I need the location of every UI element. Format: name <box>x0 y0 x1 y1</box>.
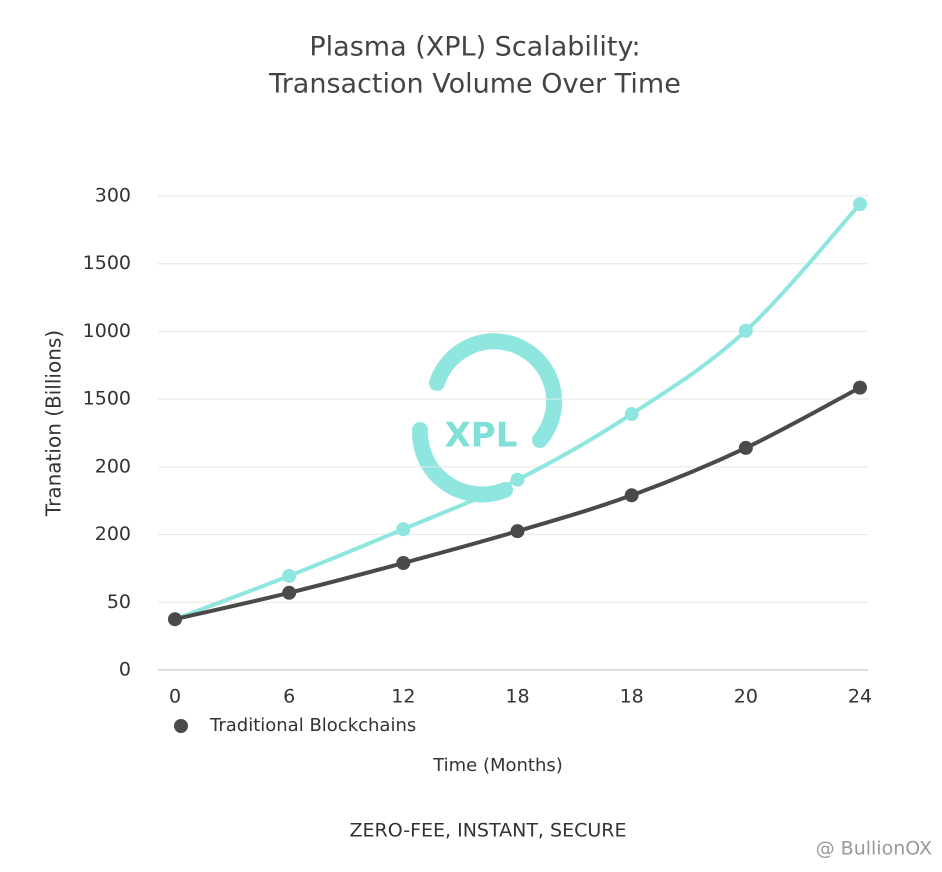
x-tick-label: 18 <box>620 686 644 708</box>
point <box>738 323 753 338</box>
y-axis-label: Tranation (Billions) <box>42 330 66 517</box>
y-tick-label: 1500 <box>83 388 131 410</box>
x-tick-label: 24 <box>848 686 872 708</box>
y-tick-label: 50 <box>107 591 131 613</box>
point <box>510 524 525 539</box>
x-tick-label: 0 <box>169 686 181 708</box>
point <box>282 585 297 600</box>
point <box>624 488 639 503</box>
legend-swatch <box>174 719 188 733</box>
logo-ring <box>429 333 563 448</box>
y-tick-label: 200 <box>95 455 131 477</box>
point <box>396 556 411 571</box>
x-tick-label: 20 <box>734 686 758 708</box>
point <box>510 472 525 487</box>
line <box>174 202 862 622</box>
x-axis-label: Time (Months) <box>432 755 563 776</box>
chart-title: Plasma (XPL) Scalability: <box>309 32 640 63</box>
point <box>853 380 867 395</box>
y-tick-label: 1000 <box>83 320 131 342</box>
watermark: @ BullionOX <box>816 838 932 860</box>
x-tick-label: 6 <box>283 686 295 708</box>
y-tick-label: 300 <box>95 185 131 207</box>
x-tick-label: 18 <box>505 686 529 708</box>
x-tick-label: 12 <box>391 686 415 708</box>
point <box>282 568 297 583</box>
y-tick-label: 1500 <box>83 252 131 274</box>
point <box>396 522 411 537</box>
chart-title: Transaction Volume Over Time <box>268 69 681 100</box>
point <box>624 407 639 422</box>
point <box>738 440 753 455</box>
logo-text: XPL <box>445 416 518 456</box>
point <box>168 612 182 627</box>
y-tick-label: 0 <box>119 659 131 681</box>
y-tick-label: 200 <box>95 523 131 545</box>
tagline: ZERO-FEE, INSTANT, SECURE <box>350 820 627 842</box>
line <box>174 385 861 622</box>
point <box>853 197 867 212</box>
legend-label: Traditional Blockchains <box>209 715 416 736</box>
